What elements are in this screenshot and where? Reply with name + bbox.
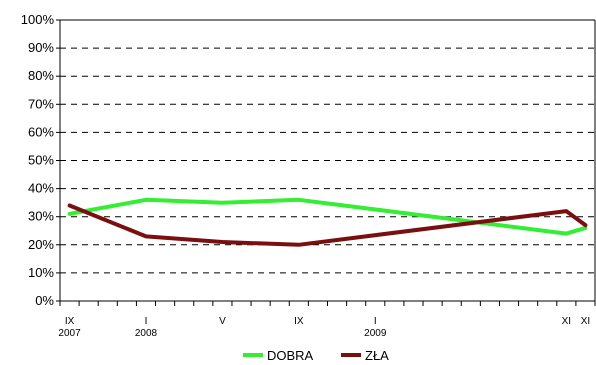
x-tick-year-label: 2008 [135, 328, 158, 339]
series-line-zła [67, 203, 588, 247]
y-tick-label: 90% [28, 40, 54, 55]
y-tick-label: 50% [28, 153, 54, 168]
y-tick-label: 30% [28, 209, 54, 224]
x-tick-label: V [219, 316, 226, 327]
y-tick-label: 40% [28, 181, 54, 196]
y-tick-label: 20% [28, 237, 54, 252]
y-tick-label: 80% [28, 68, 54, 83]
x-tick-label: XI [581, 316, 590, 327]
axes [56, 19, 596, 306]
series-lines [67, 197, 588, 247]
y-tick-label: 10% [28, 265, 54, 280]
x-tick-label: XI [562, 316, 571, 327]
legend-label-dobra: DOBRA [267, 348, 314, 363]
x-tick-label: I [374, 316, 377, 327]
y-tick-label: 0% [35, 293, 54, 308]
x-tick-year-label: 2007 [58, 328, 81, 339]
y-axis-tick-labels: 0% 10% 20% 30% 40% 50% 60% 70% 80% 90% 100% [21, 12, 55, 308]
x-tick-year-label: 2009 [364, 328, 387, 339]
x-tick-label: IX [65, 316, 75, 327]
y-tick-label: 100% [21, 12, 55, 27]
y-tick-label: 60% [28, 124, 54, 139]
x-tick-label: I [145, 316, 148, 327]
y-tick-label: 70% [28, 96, 54, 111]
gridlines [60, 47, 595, 274]
x-tick-label: IX [294, 316, 304, 327]
series-line-dobra [67, 197, 588, 236]
legend: DOBRA ZŁA [243, 348, 389, 363]
legend-label-zła: ZŁA [365, 348, 389, 363]
